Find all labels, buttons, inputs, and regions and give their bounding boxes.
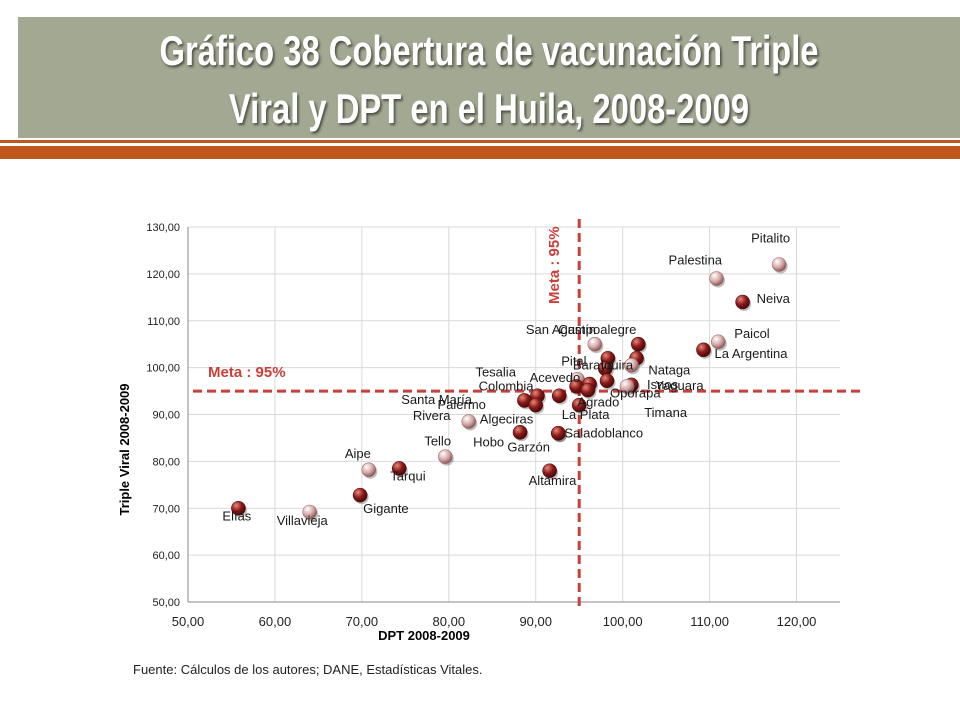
data-point-label: Colombia xyxy=(479,378,535,393)
data-point xyxy=(710,334,726,350)
data-point-label: Hobo xyxy=(473,434,504,449)
x-tick-label: 110,00 xyxy=(690,614,729,629)
data-point xyxy=(551,425,566,441)
data-point-label: Tarqui xyxy=(390,468,426,483)
y-tick-label: 60,00 xyxy=(152,550,180,562)
data-point-label: Pital xyxy=(561,354,586,369)
data-point xyxy=(696,342,711,358)
data-point-label: Isnos xyxy=(647,377,679,392)
x-tick-label: 80,00 xyxy=(433,614,466,629)
data-point-label: Acevedo xyxy=(530,370,581,385)
x-tick-label: 100,00 xyxy=(603,614,643,629)
y-tick-label: 100,00 xyxy=(146,363,180,375)
data-point-label: Altamira xyxy=(529,473,577,488)
data-point-label: Baraya xyxy=(573,357,615,372)
x-tick-label: 50,00 xyxy=(172,614,205,629)
data-point xyxy=(461,414,477,429)
y-tick-label: 120,00 xyxy=(146,269,180,281)
data-point xyxy=(551,388,567,404)
data-point-label: Elías xyxy=(222,508,251,523)
x-tick-label: 120,00 xyxy=(777,614,817,629)
data-point-label: San Agustín xyxy=(526,322,596,337)
data-point xyxy=(599,373,615,389)
data-point xyxy=(631,336,646,352)
y-tick-label: 130,00 xyxy=(146,222,180,234)
data-point-label: Algeciras xyxy=(480,412,534,427)
data-point-label: Aipe xyxy=(345,446,371,461)
data-point xyxy=(391,461,407,476)
data-point-label: Tesalia xyxy=(475,364,516,379)
data-point-label: Agrado xyxy=(577,394,619,409)
data-point-label: Paicol xyxy=(734,326,770,341)
data-point-label: Yaguara xyxy=(655,378,704,393)
y-tick-label: 80,00 xyxy=(152,456,180,468)
data-point-label: Villavieja xyxy=(277,513,329,528)
data-point xyxy=(587,336,603,352)
data-point xyxy=(771,257,787,272)
data-point-label: Nataga xyxy=(648,362,691,377)
data-point-label: Palestina xyxy=(669,253,723,268)
page-title: Gráfico 38 Cobertura de vacunación Tripl… xyxy=(159,27,819,132)
data-point xyxy=(352,487,368,503)
data-point xyxy=(709,271,724,286)
data-point-label: Campoalegre xyxy=(558,322,636,337)
x-tick-label: 70,00 xyxy=(346,614,379,629)
meta-label-horizontal: Meta : 95% xyxy=(208,364,286,381)
data-point xyxy=(624,357,639,373)
accent-rule-thin xyxy=(0,140,960,143)
data-point-label: Oporapa xyxy=(610,385,661,400)
y-axis-label: Triple Viral 2008-2009 xyxy=(117,383,132,515)
x-tick-label: 90,00 xyxy=(519,614,552,629)
data-point xyxy=(580,382,596,398)
data-point xyxy=(438,449,453,464)
y-tick-label: 90,00 xyxy=(152,410,180,422)
data-point xyxy=(619,379,635,394)
data-point-label: Tello xyxy=(424,434,451,449)
x-axis-label: DPT 2008-2009 xyxy=(378,628,470,643)
data-point xyxy=(231,500,246,516)
scatter-chart: 50,00 60,00 70,00 80,00 90,00 100,00 110,00 120… xyxy=(117,219,860,643)
data-point-label: Garzón xyxy=(507,439,550,454)
y-tick-label: 70,00 xyxy=(152,503,180,515)
data-point-label: Timana xyxy=(644,405,688,420)
meta-label-vertical: Meta : 95% xyxy=(546,226,563,304)
data-point xyxy=(735,294,750,310)
data-point-label: Palermo xyxy=(437,397,485,412)
data-point-label: Iquira xyxy=(601,357,634,372)
data-point-label: Rivera xyxy=(413,408,451,423)
x-tick-label: 60,00 xyxy=(259,614,292,629)
data-point-label: Neiva xyxy=(757,291,791,306)
data-point xyxy=(512,425,528,440)
source-note: Fuente: Cálculos de los autores; DANE, E… xyxy=(133,662,483,677)
data-point xyxy=(571,397,587,413)
data-point-label: Gigante xyxy=(363,501,409,516)
data-point-label: La Plata xyxy=(562,407,610,422)
accent-rule-thick xyxy=(0,146,960,159)
data-point xyxy=(528,397,544,413)
data-point-label: Pitalito xyxy=(751,231,790,246)
header-banner xyxy=(18,17,960,138)
y-tick-label: 50,00 xyxy=(152,597,180,609)
data-point xyxy=(361,462,377,478)
data-point-label: La Argentina xyxy=(715,346,789,361)
data-point-label: Santa María xyxy=(401,392,473,407)
data-point xyxy=(302,504,318,520)
data-point xyxy=(542,463,557,479)
y-tick-label: 110,00 xyxy=(147,316,180,328)
data-point-label: Saladoblanco xyxy=(564,425,643,440)
